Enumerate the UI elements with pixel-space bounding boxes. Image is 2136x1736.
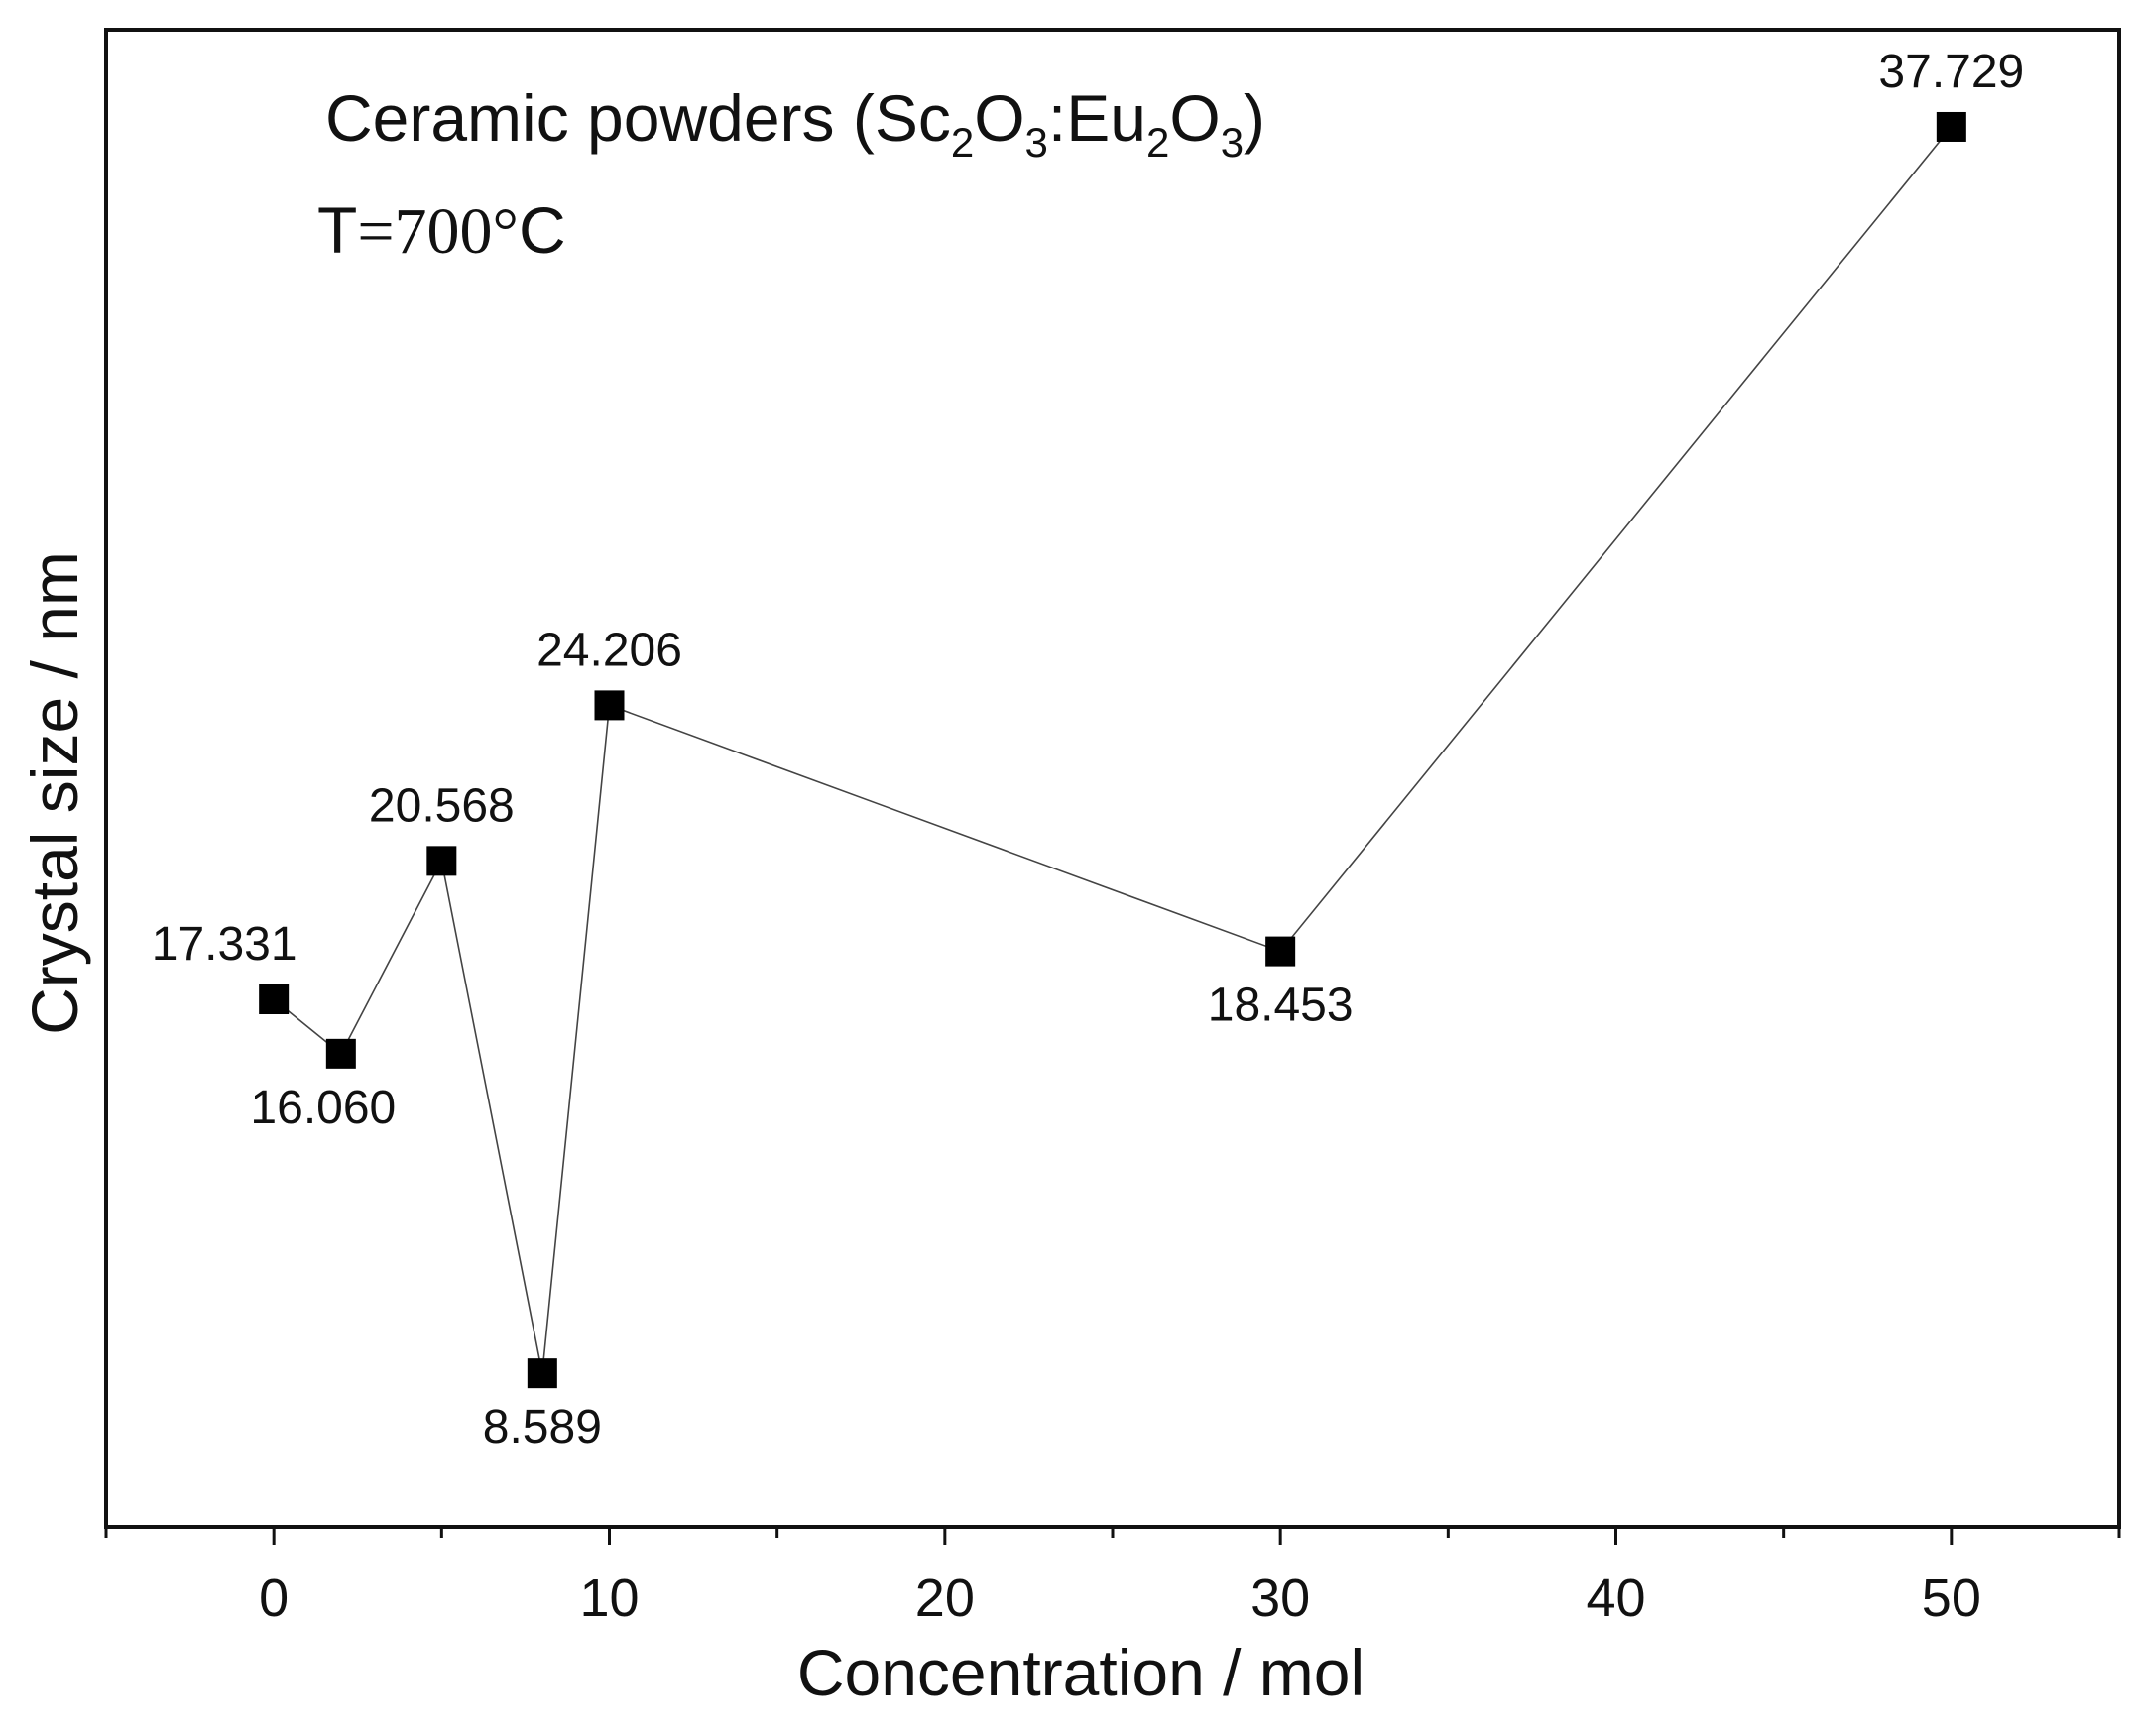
- data-marker: [1265, 936, 1296, 967]
- x-tick-label: 0: [259, 1568, 289, 1628]
- data-label: 24.206: [536, 624, 682, 676]
- material-suffix: ): [1244, 81, 1265, 155]
- x-ticks: [104, 1527, 2121, 1545]
- series-line: [273, 126, 1953, 1374]
- material-mid-1: O: [974, 81, 1024, 155]
- data-marker: [325, 1038, 356, 1069]
- material-sub-3: 2: [1146, 119, 1169, 166]
- material-sub-2: 3: [1025, 119, 1048, 166]
- data-marker: [426, 846, 457, 876]
- x-tick-labels: 0 10 20 30 40 50: [259, 1568, 1981, 1628]
- x-tick-label: 40: [1586, 1568, 1645, 1628]
- series-polyline: [273, 126, 1953, 1374]
- x-tick-label: 20: [915, 1568, 975, 1628]
- temperature-value: =700°: [357, 195, 519, 268]
- temperature-unit: C: [519, 193, 566, 267]
- x-tick-label: 10: [579, 1568, 639, 1628]
- temperature-annotation: T=700°C: [317, 193, 566, 268]
- material-mid-2: :Eu: [1048, 81, 1146, 155]
- x-axis-label: Concentration / mol: [797, 1636, 1365, 1709]
- data-label: 18.453: [1208, 980, 1354, 1032]
- data-markers: [259, 111, 1966, 1389]
- material-sub-4: 3: [1221, 119, 1244, 166]
- x-tick-label: 50: [1922, 1568, 1981, 1628]
- material-mid-3: O: [1169, 81, 1220, 155]
- data-label: 20.568: [369, 779, 515, 832]
- data-label: 37.729: [1878, 46, 2024, 98]
- temperature-prefix: T: [317, 193, 357, 267]
- y-axis-label: Crystal size / nm: [18, 551, 91, 1035]
- data-marker: [259, 984, 290, 1015]
- data-label: 16.060: [250, 1082, 396, 1134]
- data-marker: [1936, 111, 1966, 142]
- material-annotation: Ceramic powders (Sc2O3:Eu2O3): [325, 81, 1265, 166]
- x-tick-label: 30: [1250, 1568, 1310, 1628]
- material-sub-1: 2: [951, 119, 974, 166]
- data-marker: [527, 1358, 557, 1389]
- data-label: 17.331: [152, 918, 297, 971]
- data-labels: 17.331 16.060 20.568 8.589 24.206 18.453 37.72…: [152, 46, 2024, 1453]
- material-prefix: Ceramic powders (Sc: [325, 81, 951, 155]
- data-marker: [594, 690, 625, 721]
- data-label: 8.589: [483, 1401, 602, 1453]
